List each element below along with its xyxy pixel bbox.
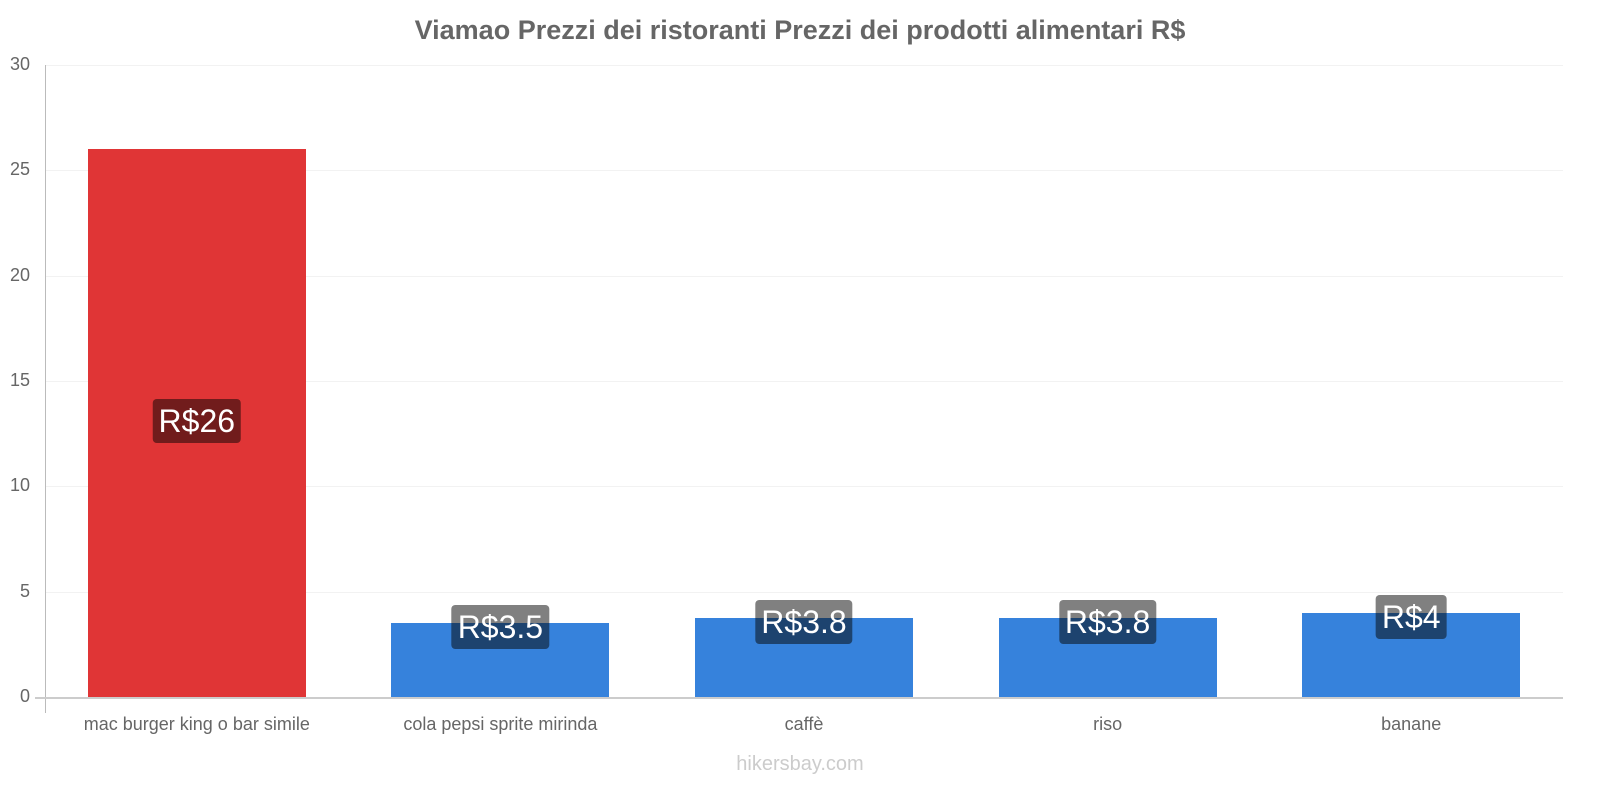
y-tick-label: 25 xyxy=(9,159,30,180)
x-tick-label: cola pepsi sprite mirinda xyxy=(403,714,598,734)
y-tick-label: 30 xyxy=(9,54,30,74)
chart-title: Viamao Prezzi dei ristoranti Prezzi dei … xyxy=(414,15,1186,45)
x-tick-label: riso xyxy=(1093,714,1123,734)
y-tick-label: 5 xyxy=(19,580,30,601)
x-tick-label: caffè xyxy=(784,714,824,734)
gridline xyxy=(45,486,1563,488)
data-label: R$3.5 xyxy=(451,605,550,650)
x-tick-label: banane xyxy=(1381,714,1442,734)
data-label: R$4 xyxy=(1375,594,1447,639)
gridline xyxy=(45,275,1563,277)
x-axis-line xyxy=(35,697,1563,699)
y-tick-label: 20 xyxy=(9,264,30,285)
gridline xyxy=(45,591,1563,593)
y-tick-label: 10 xyxy=(9,475,30,496)
data-label: R$26 xyxy=(152,399,242,444)
plot-area xyxy=(45,65,1563,697)
gridline xyxy=(45,65,1563,66)
y-tick-label: 15 xyxy=(9,370,30,390)
gridline xyxy=(45,381,1563,382)
data-label: R$3.8 xyxy=(755,600,853,644)
data-label: R$3.8 xyxy=(1058,600,1157,644)
x-tick-label: mac burger king o bar simile xyxy=(83,714,310,734)
y-axis-line xyxy=(45,65,46,713)
gridline xyxy=(45,170,1563,172)
y-tick-label: 0 xyxy=(19,686,30,706)
watermark: hikersbay.com xyxy=(736,753,864,775)
